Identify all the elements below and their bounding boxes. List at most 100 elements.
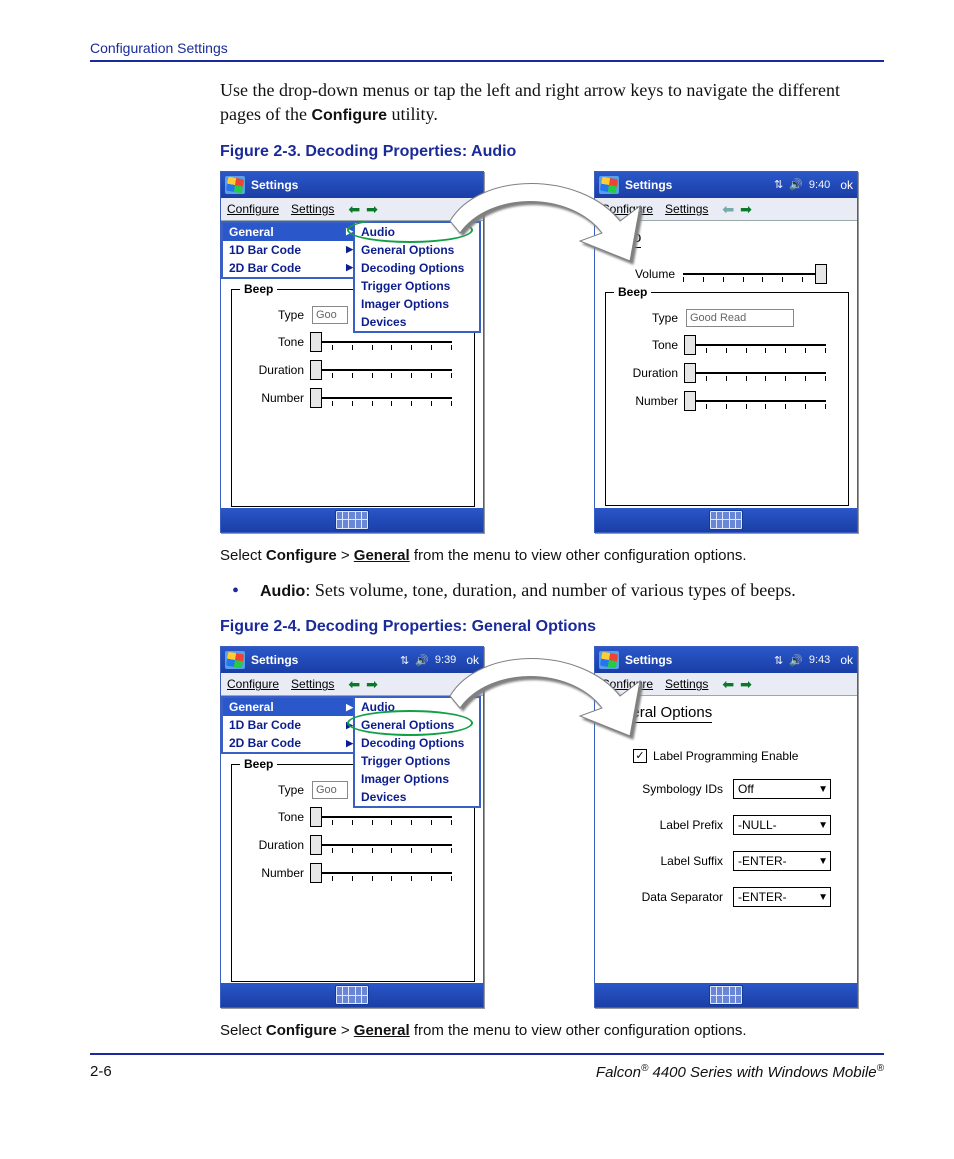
nav-next-icon[interactable]: ➡ xyxy=(740,677,752,691)
form-row: Label Prefix -NULL-▼ xyxy=(603,815,831,835)
form-select[interactable]: -ENTER-▼ xyxy=(733,887,831,907)
tone-label: Tone xyxy=(612,338,678,352)
speaker-icon: 🔊 xyxy=(415,654,429,667)
page-number: 2-6 xyxy=(90,1063,112,1081)
menu-settings[interactable]: Settings xyxy=(291,202,334,216)
nav-prev-icon[interactable]: ⬅ xyxy=(722,677,734,691)
menu-configure[interactable]: Configure xyxy=(601,677,653,691)
menubar: Configure Settings ⬅ ➡ xyxy=(221,198,483,221)
device-screenshot-left: Settings Configure Settings ⬅ ➡ General▶… xyxy=(220,171,484,533)
content-area: Audio Volume Beep Type Good Read Tone xyxy=(595,221,857,508)
beep-legend: Beep xyxy=(614,285,651,299)
nav-next-icon[interactable]: ➡ xyxy=(366,202,378,216)
label-programming-checkbox[interactable]: ✓ xyxy=(633,749,647,763)
ok-button[interactable]: ok xyxy=(466,653,479,667)
nav-arrows: ⬅ ➡ xyxy=(722,202,751,216)
nav-prev-icon[interactable]: ⬅ xyxy=(348,677,360,691)
start-flag-icon[interactable] xyxy=(225,651,245,669)
figure-3-caption: Figure 2-3. Decoding Properties: Audio xyxy=(220,143,884,161)
bottombar xyxy=(221,983,483,1007)
keyboard-icon[interactable] xyxy=(335,985,369,1005)
flyout-item[interactable]: Devices xyxy=(355,788,479,806)
form-select[interactable]: -NULL-▼ xyxy=(733,815,831,835)
flyout-item[interactable]: Audio xyxy=(355,223,479,241)
number-slider[interactable] xyxy=(686,391,826,411)
duration-slider[interactable] xyxy=(312,360,452,380)
intro-post: utility. xyxy=(387,104,438,124)
flyout-item[interactable]: Imager Options xyxy=(355,770,479,788)
submenu-item[interactable]: 1D Bar Code▶ xyxy=(223,241,359,259)
type-label: Type xyxy=(612,311,678,325)
number-slider[interactable] xyxy=(312,863,452,883)
nav-next-icon[interactable]: ➡ xyxy=(366,677,378,691)
flyout-item[interactable]: General Options xyxy=(355,716,479,734)
tone-slider[interactable] xyxy=(312,807,452,827)
form-label: Symbology IDs xyxy=(642,782,723,796)
ok-button[interactable]: ok xyxy=(840,653,853,667)
duration-slider[interactable] xyxy=(312,835,452,855)
menu-configure[interactable]: Configure xyxy=(601,202,653,216)
submenu-item[interactable]: 2D Bar Code▶ xyxy=(223,259,359,277)
tone-slider[interactable] xyxy=(686,335,826,355)
flyout-item[interactable]: General Options xyxy=(355,241,479,259)
submenu-item[interactable]: General▶ xyxy=(223,223,359,241)
nav-prev-icon[interactable]: ⬅ xyxy=(348,202,360,216)
nav-next-icon[interactable]: ➡ xyxy=(740,202,752,216)
start-flag-icon[interactable] xyxy=(599,176,619,194)
keyboard-icon[interactable] xyxy=(709,510,743,530)
flyout-item[interactable]: Decoding Options xyxy=(355,259,479,277)
clock-text: 9:40 xyxy=(809,179,830,191)
type-label: Type xyxy=(238,308,304,322)
titlebar: Settings xyxy=(221,172,483,198)
menu-settings[interactable]: Settings xyxy=(291,677,334,691)
menu-configure[interactable]: Configure xyxy=(227,202,279,216)
tone-slider[interactable] xyxy=(312,332,452,352)
speaker-icon: 🔊 xyxy=(789,178,803,191)
titlebar: Settings ⇅ 🔊 9:39 ok xyxy=(221,647,483,673)
titlebar: Settings ⇅ 🔊 9:43 ok xyxy=(595,647,857,673)
flyout-item[interactable]: Decoding Options xyxy=(355,734,479,752)
submenu-item[interactable]: General▶ xyxy=(223,698,359,716)
device-screenshot-right: Settings ⇅ 🔊 9:40 ok Configure Settings … xyxy=(594,171,858,533)
menubar: Configure Settings ⬅ ➡ xyxy=(221,673,483,696)
flyout-item[interactable]: Devices xyxy=(355,313,479,331)
volume-slider[interactable] xyxy=(683,264,823,284)
intro-paragraph: Use the drop-down menus or tap the left … xyxy=(220,78,884,127)
form-select[interactable]: -ENTER-▼ xyxy=(733,851,831,871)
ok-button[interactable]: ok xyxy=(840,178,853,192)
signal-icon: ⇅ xyxy=(774,654,783,667)
number-slider[interactable] xyxy=(312,388,452,408)
menu-settings[interactable]: Settings xyxy=(665,677,708,691)
type-field[interactable]: Good Read xyxy=(686,309,794,327)
flyout-item[interactable]: Audio xyxy=(355,698,479,716)
signal-icon: ⇅ xyxy=(774,178,783,191)
submenu-item[interactable]: 1D Bar Code▶ xyxy=(223,716,359,734)
flyout-item[interactable]: Trigger Options xyxy=(355,277,479,295)
flyout-item[interactable]: Imager Options xyxy=(355,295,479,313)
duration-label: Duration xyxy=(612,366,678,380)
titlebar: Settings ⇅ 🔊 9:40 ok xyxy=(595,172,857,198)
label-programming-label: Label Programming Enable xyxy=(653,749,798,763)
type-field[interactable]: Goo xyxy=(312,781,348,799)
form-label: Label Prefix xyxy=(660,818,723,832)
nav-prev-icon[interactable]: ⬅ xyxy=(722,202,734,216)
figure-4-caption: Figure 2-4. Decoding Properties: General… xyxy=(220,618,884,636)
form-row: Label Suffix-ENTER-▼ xyxy=(603,851,831,871)
form-select[interactable]: Off▼ xyxy=(733,779,831,799)
duration-slider[interactable] xyxy=(686,363,826,383)
start-flag-icon[interactable] xyxy=(599,651,619,669)
fig3-note: Select Configure > General from the menu… xyxy=(220,547,884,564)
menubar: Configure Settings ⬅ ➡ xyxy=(595,673,857,696)
page-title: General Options xyxy=(603,704,712,723)
keyboard-icon[interactable] xyxy=(335,510,369,530)
menu-settings[interactable]: Settings xyxy=(665,202,708,216)
bullet-text: : Sets volume, tone, duration, and numbe… xyxy=(305,580,795,600)
type-field[interactable]: Goo xyxy=(312,306,348,324)
configure-submenu: General▶1D Bar Code▶2D Bar Code▶ xyxy=(221,696,361,754)
menu-configure[interactable]: Configure xyxy=(227,677,279,691)
beep-legend: Beep xyxy=(240,757,277,771)
start-flag-icon[interactable] xyxy=(225,176,245,194)
keyboard-icon[interactable] xyxy=(709,985,743,1005)
submenu-item[interactable]: 2D Bar Code▶ xyxy=(223,734,359,752)
flyout-item[interactable]: Trigger Options xyxy=(355,752,479,770)
